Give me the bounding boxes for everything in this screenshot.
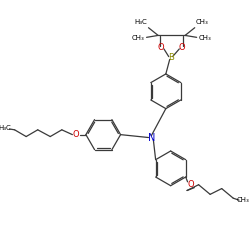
Text: O: O (158, 44, 164, 52)
Text: CH₃: CH₃ (199, 35, 212, 41)
Text: CH₃: CH₃ (132, 35, 144, 41)
Text: H₃C: H₃C (134, 19, 147, 25)
Text: H₃C: H₃C (0, 125, 11, 131)
Text: O: O (73, 130, 80, 139)
Text: N: N (148, 132, 155, 142)
Text: CH₃: CH₃ (236, 197, 249, 203)
Text: CH₃: CH₃ (196, 19, 209, 25)
Text: O: O (179, 44, 186, 52)
Text: B: B (168, 53, 173, 62)
Text: O: O (187, 180, 194, 189)
